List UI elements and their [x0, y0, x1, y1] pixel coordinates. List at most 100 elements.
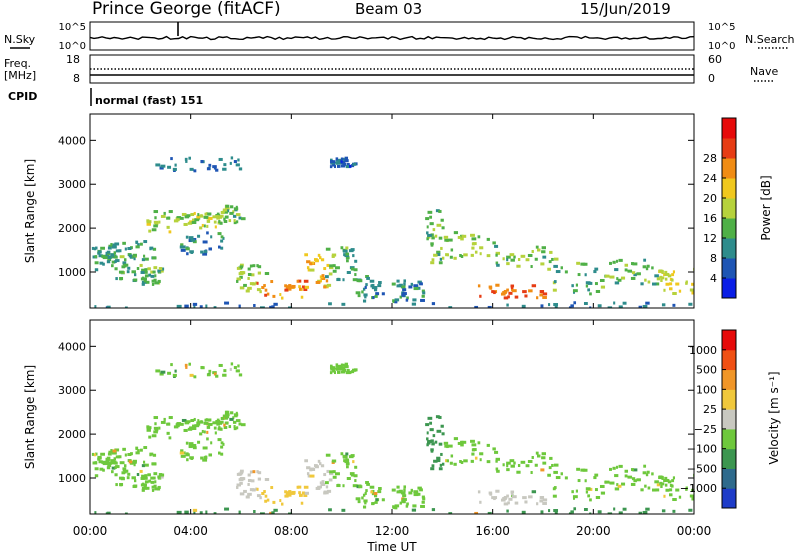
velocity-cell [146, 486, 150, 490]
velocity-cell [436, 429, 442, 433]
power-cell [150, 270, 154, 274]
power-cell [346, 162, 350, 166]
power-cell [158, 220, 161, 224]
velocity-colorbar-label: −500 [687, 462, 717, 475]
velocity-cell [124, 453, 127, 457]
velocity-cell [290, 491, 294, 495]
power-cell [257, 265, 262, 269]
power-cell [495, 251, 501, 255]
velocity-cell [555, 476, 561, 480]
power-cell [220, 246, 224, 250]
velocity-cell [222, 442, 225, 446]
velocity-cell [157, 475, 161, 479]
power-cell [474, 250, 478, 254]
velocity-cell [179, 422, 184, 426]
velocity-cell [235, 419, 241, 423]
velocity-cell [114, 448, 120, 452]
velocity-cell [449, 461, 453, 465]
velocity-cell [540, 510, 544, 514]
velocity-cell [506, 464, 509, 468]
power-cell [486, 254, 491, 258]
velocity-cell [457, 441, 461, 445]
power-cell [432, 228, 436, 232]
velocity-cell [573, 507, 577, 511]
power-cell [222, 167, 227, 171]
velocity-cell [101, 460, 104, 464]
velocity-cell [593, 476, 597, 480]
velocity-cell [167, 422, 170, 426]
velocity-cell [618, 511, 623, 514]
velocity-cell [540, 468, 545, 472]
velocity-cell [200, 456, 204, 460]
power-cell [288, 306, 293, 308]
power-cell [197, 213, 200, 217]
power-cell [551, 257, 554, 261]
power-cell [175, 218, 180, 222]
velocity-cell [356, 485, 361, 489]
power-cell [419, 282, 423, 286]
power-cell [220, 235, 224, 239]
velocity-cell [223, 416, 228, 420]
velocity-cell [413, 493, 419, 497]
velocity-cell [612, 466, 616, 470]
power-cell [270, 280, 274, 284]
velocity-cell [239, 471, 244, 475]
velocity-cell [652, 488, 657, 492]
velocity-cell [188, 362, 191, 366]
power-cell [365, 275, 369, 279]
power-cell [185, 159, 188, 163]
velocity-cell [659, 481, 663, 485]
velocity-cell [266, 498, 270, 502]
velocity-cell [375, 498, 379, 502]
power-cell [247, 267, 251, 271]
power-cell [374, 288, 378, 292]
velocity-cell [325, 485, 329, 489]
velocity-cell [220, 441, 224, 445]
velocity-cell [219, 421, 223, 425]
velocity-cell [547, 473, 551, 477]
velocity-cell [370, 490, 373, 494]
velocity-cell [438, 467, 443, 471]
power-cell [441, 256, 445, 260]
date-title: 15/Jun/2019 [580, 0, 671, 18]
power-cell [632, 262, 638, 266]
velocity-cell [411, 508, 417, 512]
velocity-cell [417, 486, 422, 490]
power-cell [128, 254, 133, 258]
power-cell [331, 253, 337, 257]
power-cell [107, 252, 110, 256]
power-cell [110, 253, 114, 257]
velocity-cell [597, 510, 602, 514]
velocity-cell [239, 476, 245, 480]
power-cell [122, 261, 127, 265]
power-cell [239, 275, 243, 279]
velocity-cell [374, 494, 378, 498]
power-cell [403, 279, 407, 283]
power-cell [190, 212, 195, 216]
velocity-cell [152, 462, 157, 466]
power-ytick-label: 3000 [58, 178, 86, 191]
velocity-cell [495, 459, 498, 463]
power-cell [185, 235, 189, 239]
velocity-cell [179, 451, 185, 455]
power-cell [135, 245, 140, 249]
power-cell [461, 234, 467, 238]
velocity-cell [575, 489, 578, 493]
velocity-cell [396, 485, 400, 489]
nave-tick-bottom: 0 [708, 72, 715, 85]
velocity-cell [239, 469, 244, 473]
velocity-cell [374, 500, 378, 504]
power-cell [391, 282, 396, 286]
power-cell [301, 285, 306, 289]
power-cell [426, 235, 431, 239]
power-cell [279, 293, 282, 297]
velocity-colorbar-swatch [722, 330, 736, 351]
power-cell [514, 295, 519, 299]
velocity-cell [394, 504, 400, 508]
velocity-cell [306, 472, 310, 476]
power-cell [671, 273, 675, 277]
power-cell [299, 287, 302, 291]
power-cell [568, 306, 572, 308]
velocity-cell [146, 426, 152, 430]
power-cell [219, 221, 223, 225]
